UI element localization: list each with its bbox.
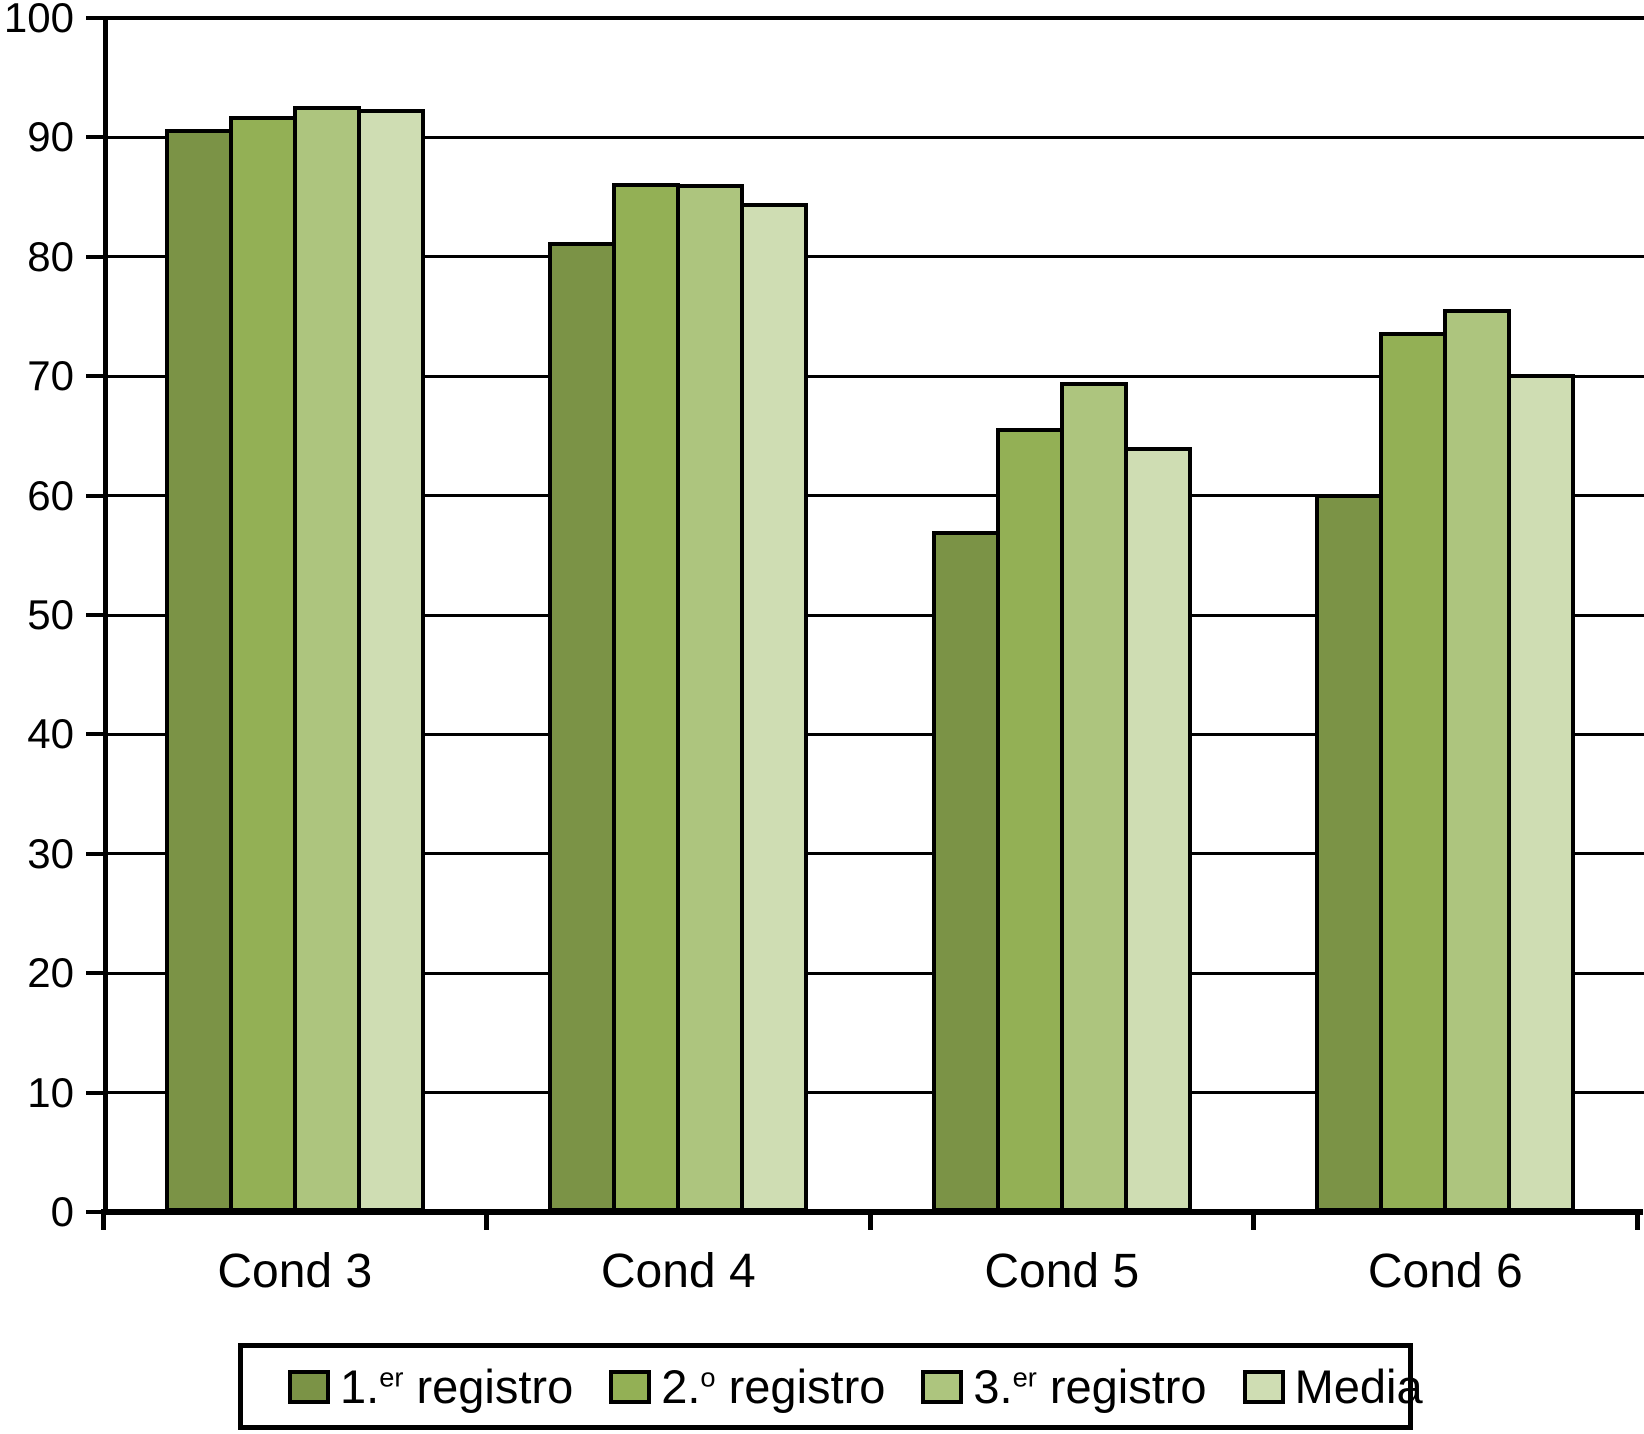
gridline-40 (103, 732, 1644, 736)
y-tick-label-90: 90 (27, 113, 74, 161)
y-tick-70 (86, 374, 103, 379)
x-tick-0 (100, 1212, 106, 1230)
bar-cond5-s2 (995, 427, 1064, 1212)
legend-swatch-registro-2 (609, 1369, 652, 1404)
legend-item-registro-1: 1.er registro (288, 1363, 573, 1410)
gridline-30 (103, 852, 1644, 856)
legend-label-registro-2: 2.o registro (661, 1360, 886, 1413)
gridline-80 (103, 255, 1644, 259)
bar-cond3-s2 (228, 115, 297, 1212)
y-tick-40 (86, 732, 103, 737)
bar-cond4-s3 (676, 183, 745, 1212)
y-tick-20 (86, 971, 103, 976)
legend-item-registro-3: 3.er registro (921, 1360, 1207, 1413)
category-label-1: Cond 3 (217, 1245, 373, 1298)
legend-item-media: Media (1242, 1360, 1423, 1413)
y-tick-0 (86, 1210, 103, 1214)
bar-cond3-s3 (292, 106, 361, 1212)
y-tick-label-50: 50 (27, 591, 74, 638)
legend-label-media: Media (1294, 1360, 1423, 1413)
gridline-70 (103, 374, 1644, 378)
bar-cond6-s3 (1443, 309, 1512, 1212)
gridline-10 (103, 1091, 1644, 1095)
bar-cond6-s1 (1315, 494, 1384, 1212)
chart-legend: 1.er registro 2.o registro 3.er registro… (238, 1343, 1423, 1430)
y-tick-label-30: 30 (27, 829, 74, 877)
y-tick-label-80: 80 (27, 232, 74, 280)
legend-label-registro-3: 3.er registro (973, 1360, 1207, 1413)
bar-cond5-s3 (1059, 382, 1128, 1212)
y-tick-label-100: 100 (3, 0, 74, 41)
y-tick-100 (86, 16, 103, 20)
y-tick-90 (86, 135, 103, 140)
legend-item-registro-2: 2.o registro (609, 1363, 885, 1410)
bar-cond3-s4 (356, 108, 425, 1212)
gridline-90 (103, 135, 1644, 139)
y-tick-30 (86, 851, 103, 856)
legend-swatch-registro-1 (288, 1369, 330, 1404)
y-tick-label-60: 60 (27, 471, 74, 519)
x-tick-2 (867, 1212, 873, 1230)
bar-cond4-s1 (548, 242, 617, 1212)
y-tick-label-40: 40 (27, 710, 74, 758)
y-axis-line (103, 16, 108, 1214)
bar-cond4-s2 (612, 182, 681, 1212)
bar-cond3-s1 (164, 129, 233, 1212)
bar-cond5-s1 (931, 531, 1000, 1212)
x-tick-1 (484, 1212, 489, 1230)
bar-cond6-s2 (1379, 332, 1448, 1212)
y-tick-label-20: 20 (27, 949, 74, 997)
x-tick-3 (1251, 1212, 1256, 1230)
gridline-20 (103, 971, 1644, 975)
y-tick-10 (86, 1090, 103, 1095)
legend-swatch-registro-3 (921, 1369, 964, 1404)
bar-cond5-s4 (1123, 446, 1192, 1212)
y-tick-label-70: 70 (27, 352, 74, 400)
category-label-3: Cond 5 (984, 1245, 1140, 1298)
legend-swatch-media (1242, 1369, 1285, 1404)
y-tick-label-10: 10 (27, 1068, 74, 1116)
y-tick-50 (86, 613, 103, 617)
category-label-4: Cond 6 (1367, 1245, 1523, 1298)
bar-cond4-s4 (740, 203, 809, 1212)
y-tick-80 (86, 254, 103, 259)
category-label-2: Cond 4 (600, 1245, 756, 1298)
gridline-50 (103, 613, 1644, 617)
x-tick-4 (1634, 1212, 1640, 1230)
y-tick-60 (86, 493, 103, 498)
gridline-60 (103, 494, 1644, 498)
y-tick-label-0: 0 (50, 1188, 74, 1235)
bar-cond6-s4 (1507, 373, 1576, 1212)
gridline-100 (103, 16, 1644, 20)
legend-label-registro-1: 1.er registro (340, 1360, 574, 1413)
